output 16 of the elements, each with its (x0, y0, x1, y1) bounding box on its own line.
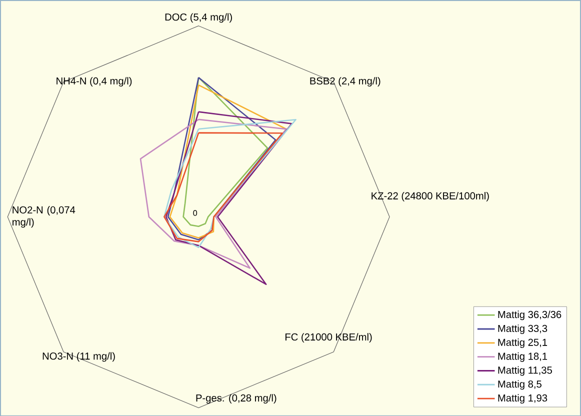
spoke-label: DOC (5,4 mg/l) (165, 12, 232, 22)
spoke-label: FC (21000 KBE/ml) (285, 332, 372, 342)
legend-label: Mattig 1,93 (498, 394, 548, 404)
spoke-label: P-ges. (0,28 mg/l) (196, 394, 276, 404)
legend-label: Mattig 11,35 (498, 366, 552, 376)
text: 0 (193, 210, 198, 216)
legend-label: Mattig 36,3/36 (498, 310, 562, 320)
legend-label: Mattig 8,5 (498, 380, 542, 390)
spoke-label: NH4-N (0,4 mg/l) (56, 76, 132, 86)
legend-label: Mattig 18,1 (498, 352, 548, 362)
spoke-label: NO2-N (0,074 mg/l) (12, 206, 76, 228)
spoke-label: BSB2 (2,4 mg/l) (310, 76, 380, 86)
spoke-label: NO3-N (11 mg/l) (42, 352, 115, 362)
legend-label: Mattig 25,1 (498, 338, 548, 348)
legend-label: Mattig 33,3 (498, 324, 548, 334)
spoke-label: KZ-22 (24800 KBE/100ml) (372, 192, 489, 202)
